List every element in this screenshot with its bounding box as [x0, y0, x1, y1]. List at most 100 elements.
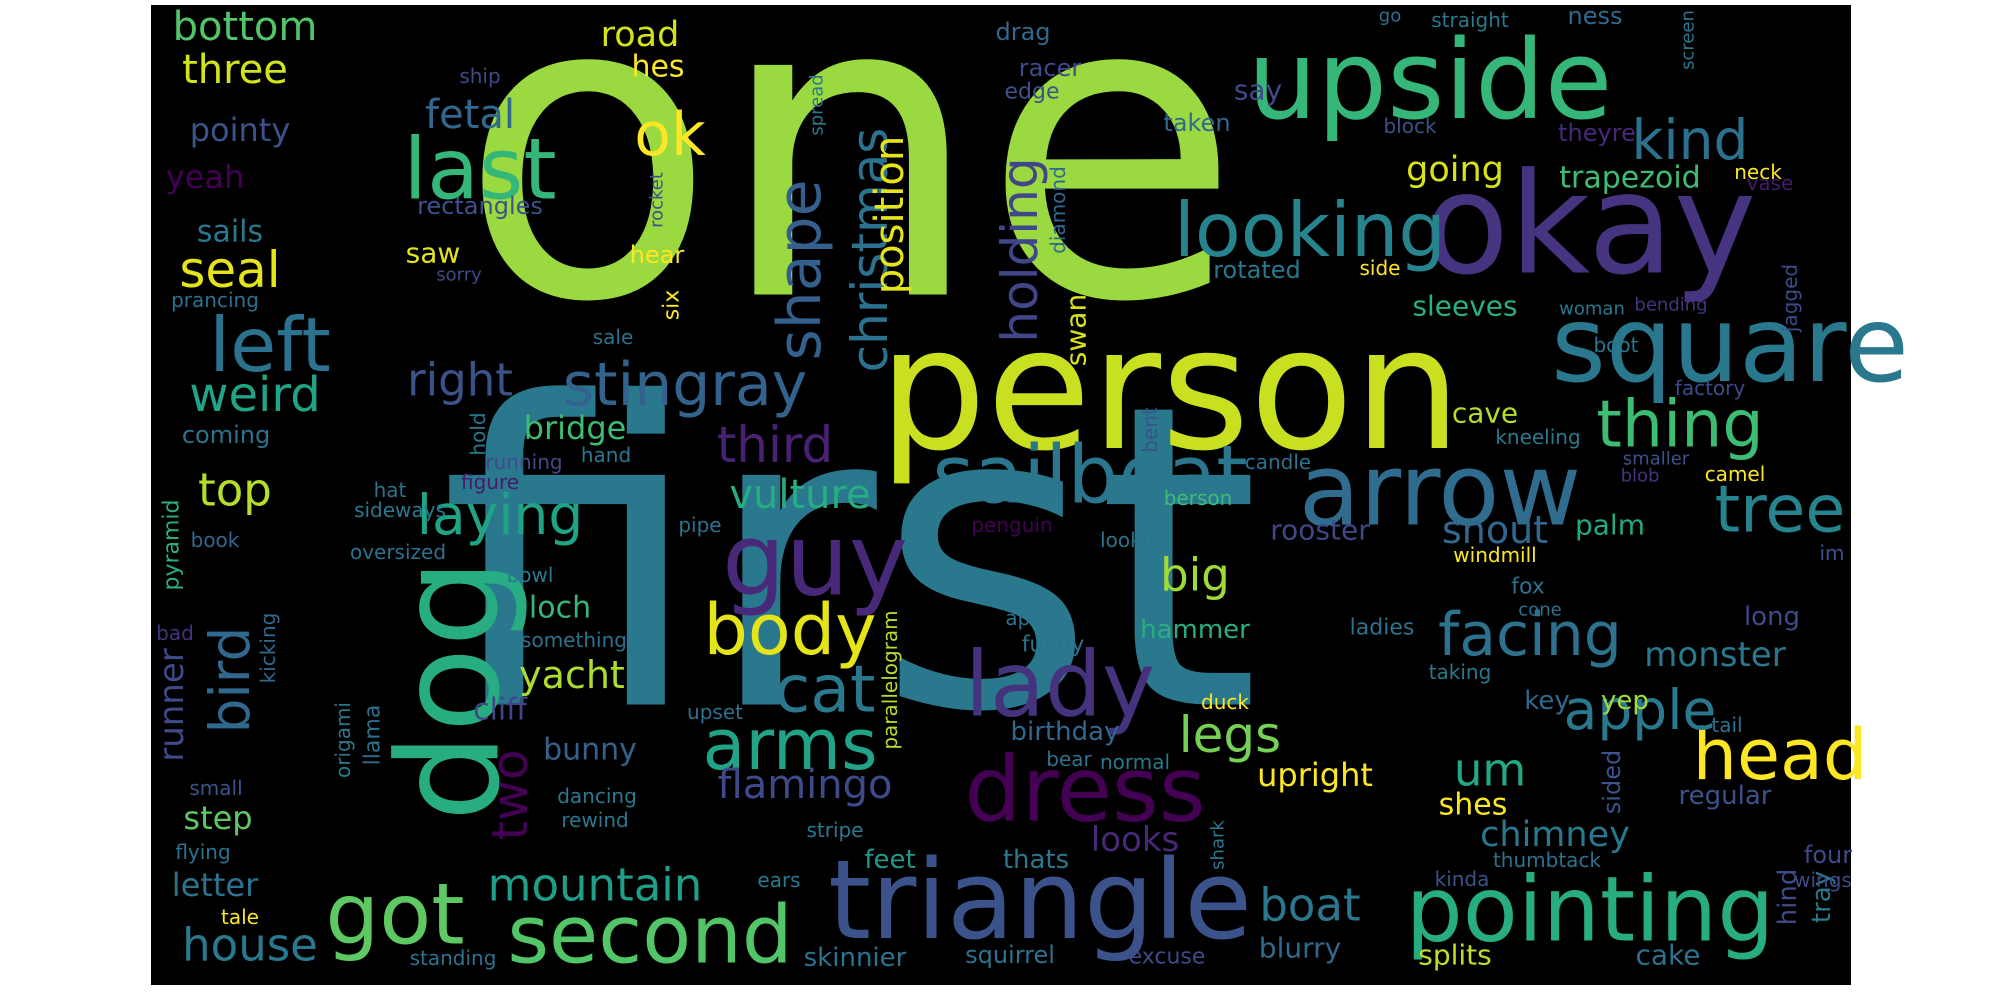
word-four: four	[1804, 841, 1852, 869]
word-first: first	[440, 316, 1261, 805]
word-bad: bad	[156, 621, 194, 645]
word-rectangles: rectangles	[417, 192, 543, 220]
word-go: go	[1379, 6, 1401, 27]
word-funny: funny	[1022, 633, 1085, 658]
word-edge: edge	[1005, 80, 1060, 105]
word-runner: runner	[152, 648, 192, 762]
word-sideways: sideways	[354, 498, 446, 522]
word-hind: hind	[1773, 869, 1803, 926]
word-wings: wings	[1794, 868, 1852, 892]
word-stripe: stripe	[806, 818, 863, 842]
word-guy: guy	[722, 502, 908, 619]
word-skinnier: skinnier	[804, 943, 907, 973]
word-lookin: lookin	[1100, 528, 1160, 552]
word-boat: boat	[1259, 879, 1360, 932]
word-ears: ears	[757, 868, 800, 892]
word-llama: llama	[361, 705, 386, 766]
word-rotated: rotated	[1213, 256, 1301, 284]
word-going: going	[1406, 150, 1504, 190]
word-jagged: jagged	[1778, 264, 1802, 333]
word-person: person	[879, 291, 1462, 489]
word-arrow: arrow	[1299, 432, 1582, 549]
word-um: um	[1454, 744, 1526, 797]
word-screen: screen	[1678, 10, 1699, 70]
word-saw: saw	[406, 237, 461, 270]
word-shape: shape	[765, 179, 835, 360]
word-bowl: bowl	[507, 563, 554, 587]
word-duck: duck	[1201, 690, 1249, 714]
word-key: key	[1524, 686, 1570, 716]
word-holding: holding	[991, 157, 1049, 342]
word-pointing: pointing	[1406, 858, 1775, 963]
word-neck: neck	[1734, 160, 1782, 184]
word-flying: flying	[175, 840, 230, 864]
word-third: third	[717, 416, 834, 474]
word-left: left	[209, 301, 330, 389]
word-straight: straight	[1431, 8, 1509, 32]
word-facing: facing	[1438, 600, 1622, 670]
word-standing: standing	[410, 946, 497, 970]
word-blurry: blurry	[1259, 932, 1341, 965]
word-body: body	[703, 589, 876, 671]
word-cave: cave	[1452, 397, 1518, 430]
word-normal: normal	[1100, 750, 1170, 774]
word-stingray: stingray	[563, 350, 808, 420]
word-regular: regular	[1679, 781, 1772, 811]
word-triangle: triangle	[828, 836, 1252, 964]
word-legs: legs	[1179, 706, 1281, 764]
word-apple: apple	[1564, 678, 1717, 742]
word-arms: arms	[702, 704, 877, 786]
word-lady: lady	[965, 633, 1156, 738]
word-bear: bear	[1046, 747, 1092, 771]
word-factory: factory	[1675, 376, 1746, 400]
word-right: right	[407, 354, 513, 407]
word-prancing: prancing	[171, 288, 259, 312]
word-swan: swan	[1060, 294, 1093, 366]
word-say: say	[1234, 74, 1282, 107]
word-blob: blob	[1621, 466, 1660, 487]
word-something: something	[521, 628, 627, 652]
word-tree: tree	[1715, 473, 1846, 548]
word-yep: yep	[1601, 686, 1649, 716]
word-yacht: yacht	[519, 653, 625, 697]
word-loch: loch	[529, 591, 591, 626]
word-vase: vase	[1747, 171, 1794, 195]
word-ok: ok	[634, 100, 706, 170]
word-big: big	[1160, 549, 1230, 602]
word-rocket: rocket	[647, 172, 668, 228]
word-christmas: christmas	[841, 128, 899, 373]
word-block: block	[1383, 114, 1436, 138]
word-sailboat: sailboat	[932, 429, 1247, 522]
word-splits: splits	[1418, 939, 1492, 972]
word-bottom: bottom	[173, 4, 318, 50]
word-top: top	[198, 464, 272, 517]
word-kicking: kicking	[256, 613, 280, 684]
word-boot: boot	[1593, 333, 1638, 357]
word-two: two	[481, 749, 539, 840]
word-candle: candle	[1245, 450, 1311, 474]
word-running: running	[485, 450, 562, 474]
word-hold: hold	[466, 412, 490, 455]
word-cliff: cliff	[473, 693, 528, 728]
word-bird: bird	[198, 627, 262, 734]
word-oversized: oversized	[350, 540, 446, 564]
word-pipe: pipe	[678, 513, 721, 537]
word-seal: seal	[179, 241, 280, 299]
word-chimney: chimney	[1480, 815, 1630, 855]
word-apart: apart	[1005, 606, 1058, 630]
word-road: road	[601, 15, 680, 55]
word-book: book	[191, 528, 240, 552]
word-hear: hear	[630, 241, 685, 269]
word-bunny: bunny	[543, 733, 637, 768]
word-hat: hat	[374, 478, 407, 502]
word-birthday: birthday	[1011, 717, 1120, 747]
word-head: head	[1693, 714, 1868, 796]
word-figure: figure	[461, 470, 519, 494]
word-spread: spread	[807, 74, 828, 135]
word-pyramid: pyramid	[160, 499, 185, 590]
word-cake: cake	[1636, 939, 1701, 972]
word-windmill: windmill	[1453, 543, 1536, 567]
word-thumbtack: thumbtack	[1493, 848, 1601, 872]
word-fetal: fetal	[425, 92, 515, 138]
